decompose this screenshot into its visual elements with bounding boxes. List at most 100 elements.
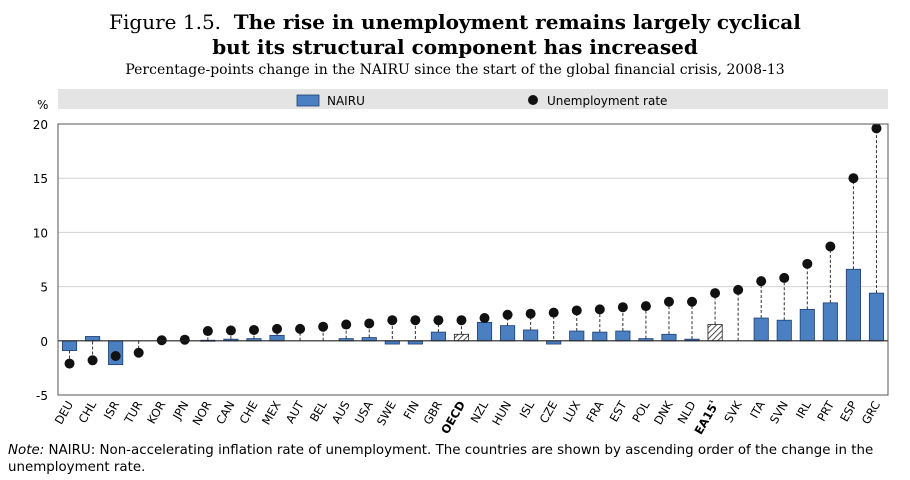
y-axis-ticks: -5 0 5 10 15 20 xyxy=(33,118,48,403)
dot-pol xyxy=(640,301,651,312)
bar-chl xyxy=(85,336,101,342)
dot-chl xyxy=(87,355,98,366)
dot-dnk xyxy=(663,296,674,307)
bar-grc xyxy=(868,292,885,342)
bar-oecd xyxy=(453,333,470,342)
dot-fin xyxy=(410,315,421,326)
x-tick-label-che: CHE xyxy=(236,399,260,427)
x-tick-label-svn: SVN xyxy=(767,399,791,427)
figure-number: Figure 1.5. xyxy=(109,10,222,34)
bar-irl xyxy=(799,308,815,342)
bar-fra xyxy=(592,331,608,342)
bar-dnk xyxy=(661,333,677,342)
legend-background xyxy=(58,89,888,109)
x-tick-label-lux: LUX xyxy=(560,398,583,424)
bar-hun xyxy=(500,325,516,342)
dot-ea15 xyxy=(710,288,721,299)
dot-jpn xyxy=(179,334,190,345)
figure-subtitle: Percentage-points change in the NAIRU si… xyxy=(125,62,785,78)
dot-aus xyxy=(341,319,352,330)
bar-nzl xyxy=(476,321,493,342)
x-tick-label-nzl: NZL xyxy=(468,398,492,425)
figure-title-line2: but its structural component has increas… xyxy=(212,35,698,59)
dot-aut xyxy=(295,323,306,334)
x-tick-label-fra: FRA xyxy=(583,398,606,424)
note-text: NAIRU: Non-accelerating inflation rate o… xyxy=(8,443,874,475)
dot-che xyxy=(248,324,259,335)
dot-est xyxy=(617,302,628,313)
x-tick-label-irl: IRL xyxy=(793,398,814,421)
bar-est xyxy=(615,330,631,342)
bar-isl xyxy=(523,329,539,342)
x-tick-label-pol: POL xyxy=(629,398,653,425)
x-tick-label-tur: TUR xyxy=(121,398,145,426)
bar-svn xyxy=(776,319,792,342)
dot-tur xyxy=(133,347,144,358)
dot-svn xyxy=(779,272,790,283)
x-tick-label-deu: DEU xyxy=(52,399,76,427)
legend-unemployment: Unemployment rate xyxy=(528,94,667,108)
figure-title: Figure 1.5. The rise in unemployment rem… xyxy=(0,10,910,34)
dots xyxy=(64,123,882,369)
dot-nzl xyxy=(479,313,490,324)
y-tick-label: 5 xyxy=(40,281,48,295)
figure-title-line1: The rise in unemployment remains largely… xyxy=(233,10,801,34)
dot-svk xyxy=(733,284,744,295)
x-tick-label-nor: NOR xyxy=(190,399,215,428)
x-tick-label-fin: FIN xyxy=(401,399,422,422)
dot-ita xyxy=(756,276,767,287)
dot-usa xyxy=(364,318,375,329)
x-tick-label-bel: BEL xyxy=(307,398,330,424)
chart: NAIRU Unemployment rate % -5 0 5 10 15 20 DEU… xyxy=(33,89,889,437)
bar-lux xyxy=(569,330,585,342)
legend-bar-swatch xyxy=(296,94,320,107)
legend-unemployment-label: Unemployment rate xyxy=(547,94,667,108)
x-tick-label-cze: CZE xyxy=(537,399,561,426)
bar-ita xyxy=(753,317,769,342)
dot-isr xyxy=(110,350,121,361)
x-tick-label-jpn: JPN xyxy=(169,399,191,423)
y-tick-label: -5 xyxy=(36,389,48,403)
x-tick-label-hun: HUN xyxy=(489,399,514,428)
bars xyxy=(61,268,885,366)
dot-isl xyxy=(525,308,536,319)
x-tick-label-grc: GRC xyxy=(859,399,883,427)
legend-nairu: NAIRU xyxy=(296,94,365,108)
dot-oecd xyxy=(456,315,467,326)
x-tick-label-usa: USA xyxy=(352,398,376,426)
dot-swe xyxy=(387,315,398,326)
x-tick-label-dnk: DNK xyxy=(651,398,676,427)
bar-prt xyxy=(822,302,838,342)
x-tick-label-esp: ESP xyxy=(837,398,860,424)
dot-grc xyxy=(871,123,882,134)
x-tick-label-aut: AUT xyxy=(283,398,307,426)
x-tick-label-ea15: EA15¹ xyxy=(691,398,722,437)
dot-bel xyxy=(318,321,329,332)
dot-cze xyxy=(548,307,559,318)
dot-deu xyxy=(64,358,75,369)
x-tick-label-prt: PRT xyxy=(814,398,837,424)
bar-gbr xyxy=(430,331,446,342)
x-tick-label-chl: CHL xyxy=(76,398,100,426)
dot-nld xyxy=(687,296,698,307)
y-tick-label: 0 xyxy=(40,335,48,349)
grid xyxy=(58,123,888,396)
dot-can xyxy=(225,325,236,336)
dot-nor xyxy=(202,326,213,337)
dot-irl xyxy=(802,258,813,269)
x-tick-label-isl: ISL xyxy=(517,398,538,420)
legend-nairu-label: NAIRU xyxy=(327,94,365,108)
bar-mex xyxy=(269,334,285,342)
dot-hun xyxy=(502,309,513,320)
x-tick-label-can: CAN xyxy=(213,399,237,427)
dot-lux xyxy=(571,305,582,316)
bar-deu xyxy=(61,340,78,351)
dot-esp xyxy=(848,173,859,184)
plot-frame xyxy=(57,123,889,396)
dot-prt xyxy=(825,241,836,252)
dot-mex xyxy=(272,323,283,334)
x-tick-label-ita: ITA xyxy=(747,398,768,420)
note: Note: NAIRU: Non-accelerating inflation … xyxy=(8,442,898,476)
x-tick-label-aus: AUS xyxy=(329,399,353,426)
